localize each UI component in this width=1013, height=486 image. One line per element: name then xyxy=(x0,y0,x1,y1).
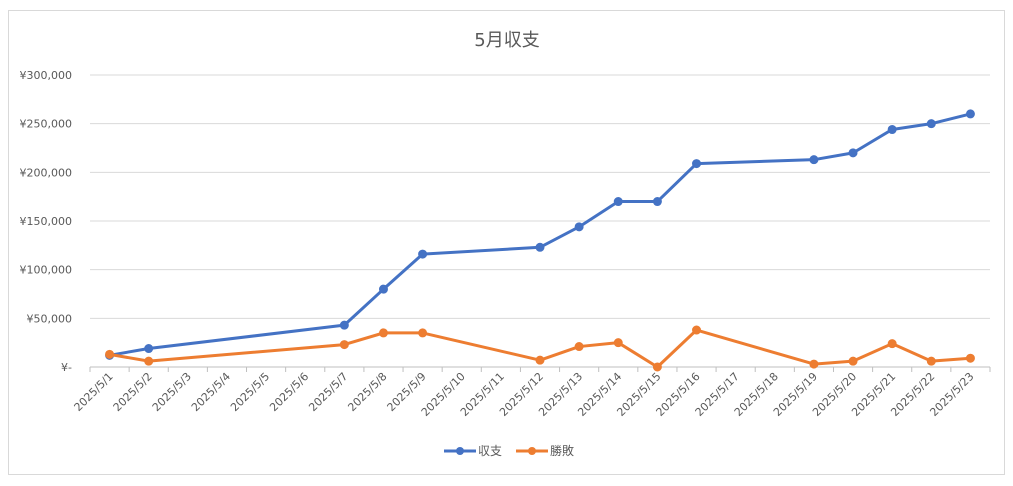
y-tick-label: ¥- xyxy=(61,361,72,374)
data-point xyxy=(535,355,545,365)
data-point xyxy=(574,222,584,232)
chart-title: 5月収支 xyxy=(474,30,539,51)
data-point xyxy=(613,197,623,207)
x-tick-label: 2025/5/3 xyxy=(150,370,194,414)
data-point xyxy=(144,356,154,366)
x-tick-label: 2025/5/8 xyxy=(345,370,389,414)
data-point xyxy=(339,320,349,330)
series-layer xyxy=(105,109,975,372)
y-axis-tick-labels: ¥- ¥50,000 ¥100,000 ¥150,000 ¥200,000 ¥250,00… xyxy=(20,69,73,374)
y-tick-label: ¥200,000 xyxy=(20,166,73,179)
y-tick-label: ¥100,000 xyxy=(20,264,73,277)
data-point xyxy=(887,125,897,135)
data-point xyxy=(339,340,349,350)
data-point xyxy=(965,353,975,363)
data-point xyxy=(378,284,388,294)
data-point xyxy=(574,342,584,352)
data-point xyxy=(926,119,936,129)
legend-label: 勝敗 xyxy=(550,443,574,458)
x-tick-label: 2025/5/5 xyxy=(228,370,272,414)
data-point xyxy=(418,249,428,259)
y-tick-label: ¥250,000 xyxy=(20,118,73,131)
legend-label: 収支 xyxy=(478,444,502,458)
legend-marker xyxy=(528,447,536,455)
data-point xyxy=(418,328,428,338)
data-point xyxy=(965,109,975,119)
series-2 xyxy=(105,325,975,372)
series-1 xyxy=(105,109,975,360)
x-tick-label: 2025/5/2 xyxy=(111,370,155,414)
data-point xyxy=(378,328,388,338)
legend-marker xyxy=(456,447,464,455)
data-point xyxy=(144,344,154,354)
x-tick-label: 2025/5/6 xyxy=(267,370,311,414)
data-point xyxy=(692,159,702,169)
data-point xyxy=(809,155,819,165)
y-tick-label: ¥300,000 xyxy=(20,69,73,82)
x-tick-label: 2025/5/1 xyxy=(72,370,116,414)
x-axis: 2025/5/12025/5/22025/5/32025/5/42025/5/5… xyxy=(72,367,991,419)
y-tick-label: ¥50,000 xyxy=(27,312,73,325)
y-tick-label: ¥150,000 xyxy=(20,215,73,228)
legend: 収支 勝敗 xyxy=(444,443,574,458)
gridlines xyxy=(90,74,990,368)
data-point xyxy=(887,339,897,349)
data-point xyxy=(613,338,623,348)
x-tick-label: 2025/5/4 xyxy=(189,370,233,414)
data-point xyxy=(809,359,819,369)
data-point xyxy=(926,356,936,366)
series-line xyxy=(108,112,972,357)
data-point xyxy=(535,242,545,252)
data-point xyxy=(848,148,858,158)
chart-frame xyxy=(8,10,1005,475)
data-point xyxy=(848,356,858,366)
data-point xyxy=(692,325,702,335)
data-point xyxy=(105,349,115,359)
data-point xyxy=(652,362,662,372)
x-tick-label: 2025/5/7 xyxy=(306,370,350,414)
data-point xyxy=(652,197,662,207)
